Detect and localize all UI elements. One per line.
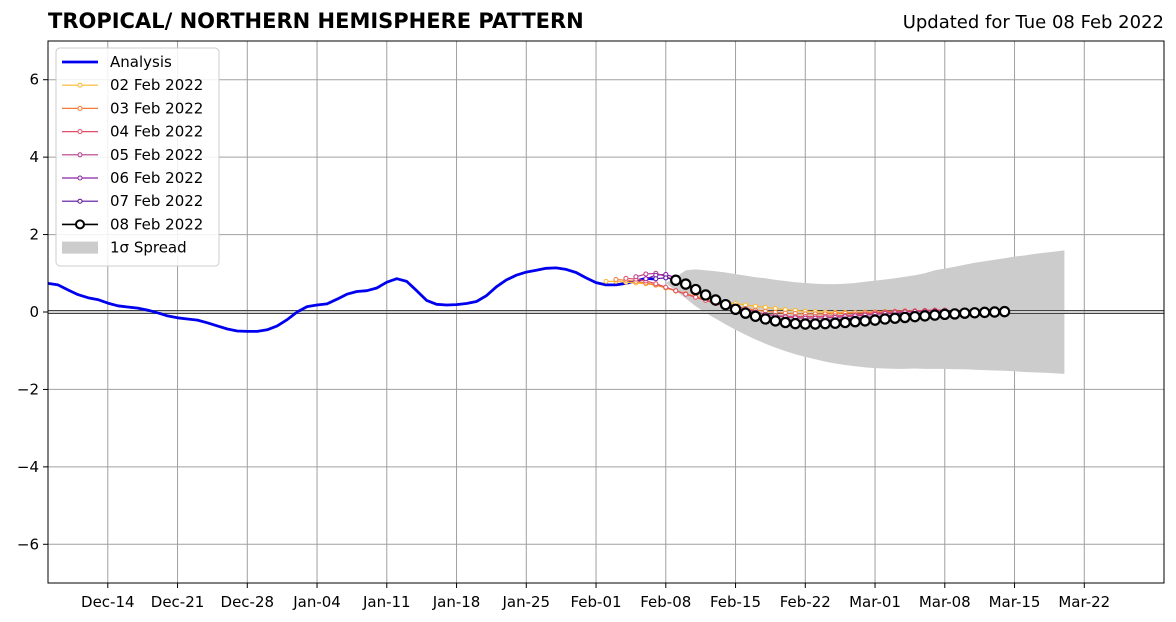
y-tick-label: 0 bbox=[29, 303, 39, 321]
legend-label: 02 Feb 2022 bbox=[110, 76, 203, 94]
forecast-point bbox=[663, 275, 669, 281]
forecast-point bbox=[719, 298, 732, 311]
forecast-point bbox=[643, 276, 649, 282]
y-tick-label: 2 bbox=[29, 226, 39, 244]
x-tick-label: Mar-15 bbox=[989, 593, 1041, 611]
forecast-point bbox=[849, 315, 861, 328]
axis-layer: Dec-14 Dec-21 Dec-28 Jan-04 Jan-11 Jan-18 Jan-… bbox=[17, 71, 1110, 611]
forecast-point bbox=[799, 318, 811, 330]
legend-marker bbox=[77, 152, 83, 158]
forecast-point bbox=[739, 307, 752, 319]
forecast-point bbox=[909, 310, 921, 323]
legend-box bbox=[55, 47, 220, 267]
legend-marker bbox=[77, 82, 83, 88]
x-tick-label: Feb-01 bbox=[571, 593, 622, 611]
forecast-point bbox=[663, 284, 669, 290]
forecast-series bbox=[670, 274, 1011, 330]
forecast-point bbox=[653, 281, 659, 287]
grid-layer bbox=[48, 41, 1164, 583]
y-tick-label: 6 bbox=[29, 71, 39, 89]
forecast-point bbox=[959, 307, 971, 319]
forecast-point bbox=[779, 316, 792, 329]
forecast-point bbox=[680, 278, 692, 290]
x-tick-label: Jan-18 bbox=[432, 593, 481, 611]
x-tick-label: Feb-22 bbox=[780, 593, 831, 611]
forecast-point bbox=[949, 308, 961, 320]
forecast-point bbox=[978, 306, 991, 319]
chart-title: TROPICAL/ NORTHERN HEMISPHERE PATTERN bbox=[48, 9, 584, 33]
forecast-point bbox=[929, 309, 941, 321]
forecast-point bbox=[759, 313, 772, 325]
forecast-point bbox=[623, 275, 629, 281]
forecast-point bbox=[899, 311, 911, 324]
legend-marker bbox=[77, 105, 83, 111]
legend-swatch bbox=[62, 241, 98, 254]
forecast-point bbox=[819, 317, 831, 330]
x-tick-label: Mar-22 bbox=[1058, 593, 1110, 611]
forecast-point bbox=[670, 274, 682, 286]
x-tick-label: Feb-15 bbox=[710, 593, 761, 611]
x-tick-label: Mar-01 bbox=[849, 593, 901, 611]
x-tick-label: Mar-08 bbox=[919, 593, 971, 611]
x-tick-label: Dec-21 bbox=[151, 593, 205, 611]
y-tick-label: −6 bbox=[17, 535, 39, 553]
legend-marker bbox=[77, 198, 83, 204]
forecast-point bbox=[859, 315, 871, 327]
forecast-point bbox=[789, 317, 802, 330]
legend-label: 07 Feb 2022 bbox=[110, 192, 203, 210]
legend-marker bbox=[77, 175, 83, 181]
forecast-point bbox=[643, 271, 649, 277]
forecast-point bbox=[919, 310, 931, 322]
analysis-line bbox=[47, 266, 656, 333]
forecast-point bbox=[673, 288, 679, 294]
legend-marker bbox=[75, 219, 85, 230]
forecast-point bbox=[603, 278, 609, 284]
legend: Analysis 02 Feb 2022 03 Feb 2022 04 Feb 202… bbox=[55, 47, 220, 267]
forecast-point bbox=[699, 289, 712, 301]
y-tick-label: −2 bbox=[17, 380, 39, 398]
forecast-point bbox=[939, 308, 951, 321]
forecast-point bbox=[633, 274, 639, 280]
x-tick-label: Dec-14 bbox=[81, 593, 135, 611]
legend-label: Analysis bbox=[110, 53, 172, 71]
forecast-point bbox=[988, 306, 1001, 318]
x-tick-label: Dec-28 bbox=[221, 593, 275, 611]
forecast-point bbox=[769, 315, 782, 327]
y-tick-label: 4 bbox=[29, 148, 39, 166]
forecast-point bbox=[889, 312, 901, 324]
series-layer bbox=[47, 266, 1011, 333]
legend-marker bbox=[77, 129, 83, 135]
legend-label: 06 Feb 2022 bbox=[110, 169, 203, 187]
forecast-point bbox=[879, 313, 891, 325]
forecast-point bbox=[869, 314, 881, 326]
forecast-point bbox=[968, 307, 981, 319]
forecast-point bbox=[693, 294, 699, 300]
forecast-point bbox=[729, 303, 742, 315]
forecast-point bbox=[839, 316, 851, 329]
forecast-point bbox=[998, 305, 1011, 318]
x-tick-label: Jan-11 bbox=[362, 593, 411, 611]
legend-label: 03 Feb 2022 bbox=[110, 99, 203, 117]
chart-subtitle: Updated for Tue 08 Feb 2022 bbox=[902, 12, 1164, 33]
x-tick-label: Jan-04 bbox=[292, 593, 341, 611]
forecast-point bbox=[683, 291, 689, 297]
forecast-point bbox=[809, 318, 821, 330]
legend-label: 08 Feb 2022 bbox=[110, 215, 203, 233]
legend-label: 1σ Spread bbox=[110, 239, 187, 257]
forecast-point bbox=[749, 310, 762, 322]
legend-label: 05 Feb 2022 bbox=[110, 146, 203, 164]
forecast-point bbox=[653, 276, 659, 282]
x-tick-label: Feb-08 bbox=[640, 593, 691, 611]
forecast-point bbox=[709, 294, 722, 306]
forecast-point bbox=[613, 276, 619, 282]
forecast-point bbox=[689, 283, 702, 296]
legend-label: 04 Feb 2022 bbox=[110, 123, 203, 141]
forecast-point bbox=[829, 317, 841, 329]
y-tick-label: −4 bbox=[17, 458, 39, 476]
x-tick-label: Jan-25 bbox=[501, 593, 550, 611]
